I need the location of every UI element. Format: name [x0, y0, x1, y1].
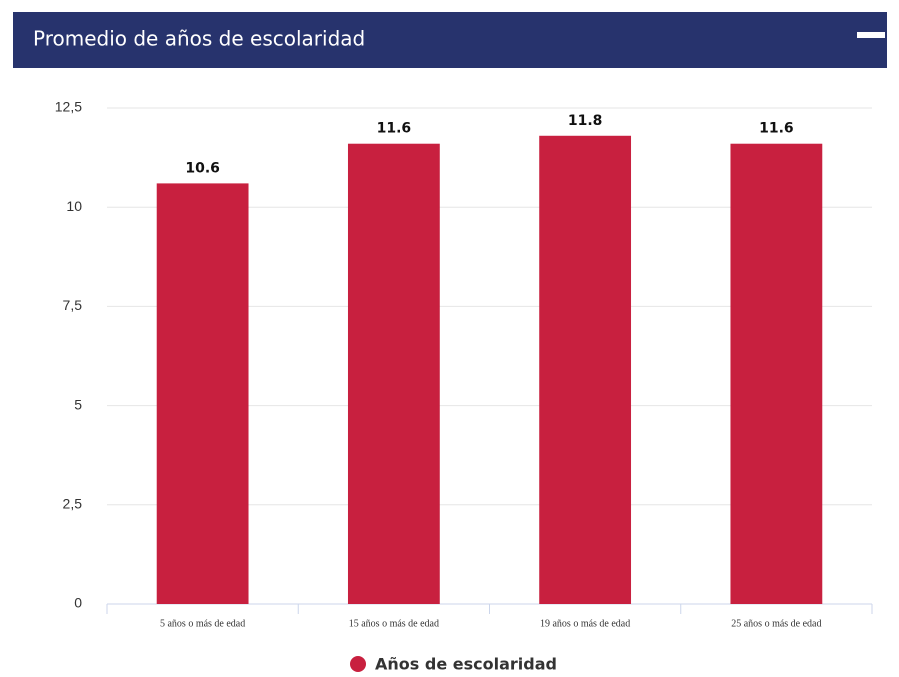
bar: [347, 143, 440, 604]
legend-marker: [350, 656, 366, 672]
x-tick-label: 15 años o más de edad: [349, 618, 439, 629]
y-tick-label: 5: [74, 396, 82, 412]
x-tick-label: 25 años o más de edad: [731, 618, 821, 629]
x-tick-label: 19 años o más de edad: [540, 618, 630, 629]
chart-title: Promedio de años de escolaridad: [33, 27, 365, 51]
y-tick-label: 0: [74, 595, 82, 611]
y-tick-label: 10: [66, 198, 82, 214]
legend-label: Años de escolaridad: [375, 655, 557, 674]
header-bar: [13, 12, 887, 68]
value-label: 10.6: [185, 160, 220, 176]
value-label: 11.8: [568, 113, 603, 129]
minimize-button[interactable]: [857, 32, 885, 38]
bar: [156, 183, 249, 604]
x-tick-label: 5 años o más de edad: [160, 618, 245, 629]
y-tick-label: 12,5: [55, 99, 82, 115]
bar: [539, 135, 632, 604]
value-label: 11.6: [377, 121, 412, 137]
value-label: 11.6: [759, 121, 794, 137]
y-tick-label: 7,5: [63, 297, 83, 313]
bar: [730, 143, 823, 604]
y-tick-label: 2,5: [63, 496, 83, 512]
